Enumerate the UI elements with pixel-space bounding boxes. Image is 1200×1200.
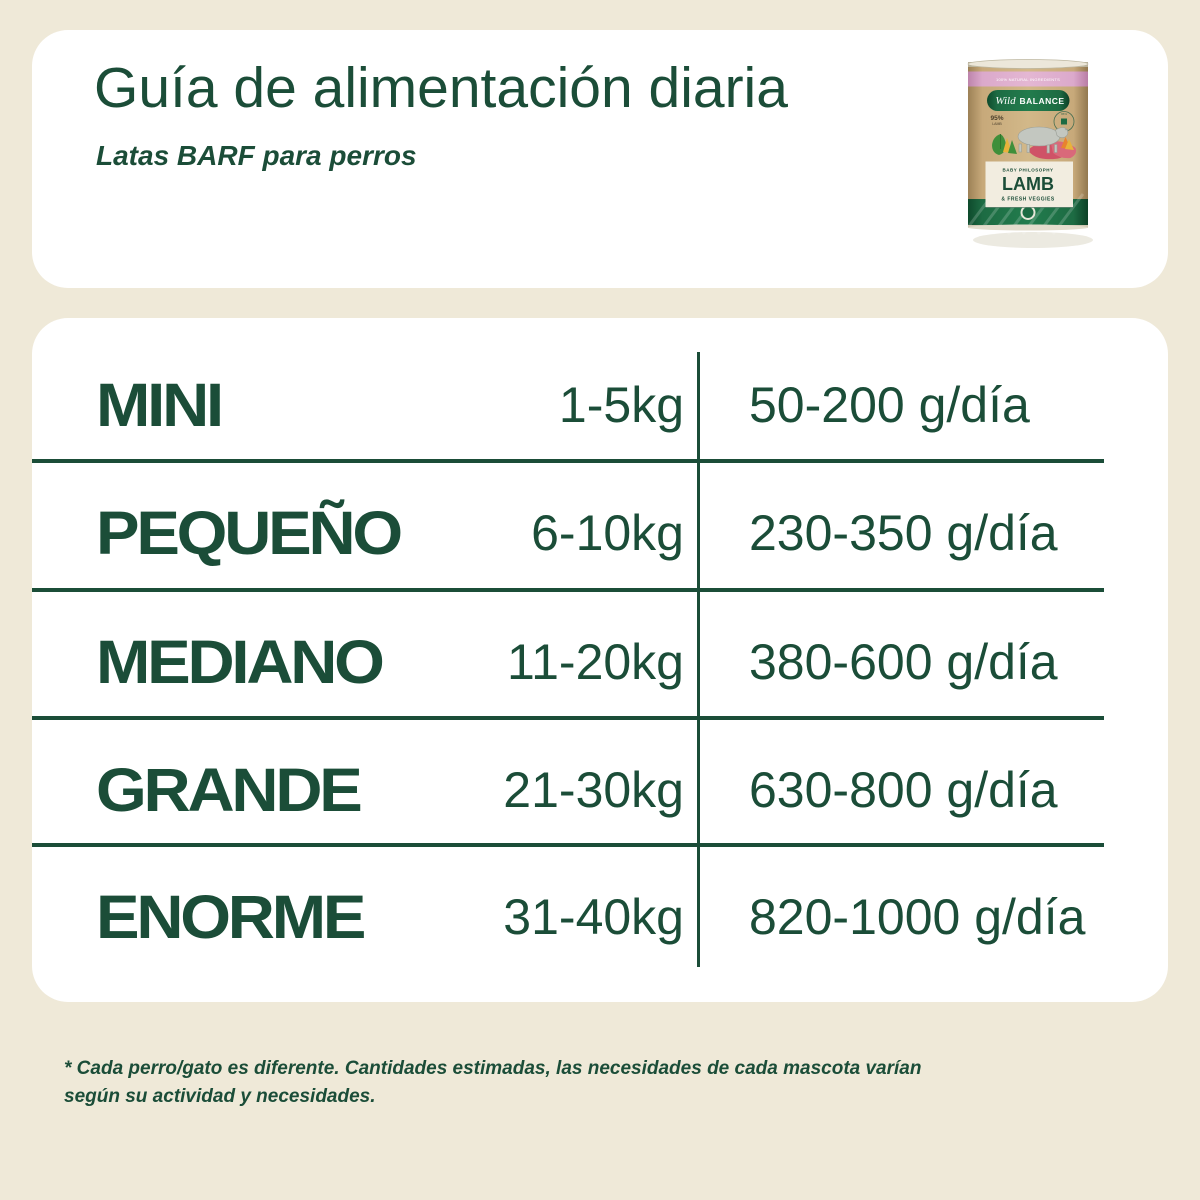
svg-text:100% NATURAL INGREDIENTS: 100% NATURAL INGREDIENTS bbox=[996, 77, 1060, 82]
svg-text:95%: 95% bbox=[1061, 112, 1067, 116]
svg-text:Wild: Wild bbox=[995, 95, 1016, 107]
svg-text:BALANCE: BALANCE bbox=[1019, 96, 1064, 106]
svg-text:& FRESH VEGGIES: & FRESH VEGGIES bbox=[1001, 197, 1055, 203]
svg-text:BABY PHILOSOPHY: BABY PHILOSOPHY bbox=[1003, 168, 1054, 173]
svg-text:LAMB: LAMB bbox=[1002, 174, 1054, 194]
svg-text:LAMB: LAMB bbox=[992, 122, 1002, 126]
svg-text:95%: 95% bbox=[990, 115, 1003, 122]
